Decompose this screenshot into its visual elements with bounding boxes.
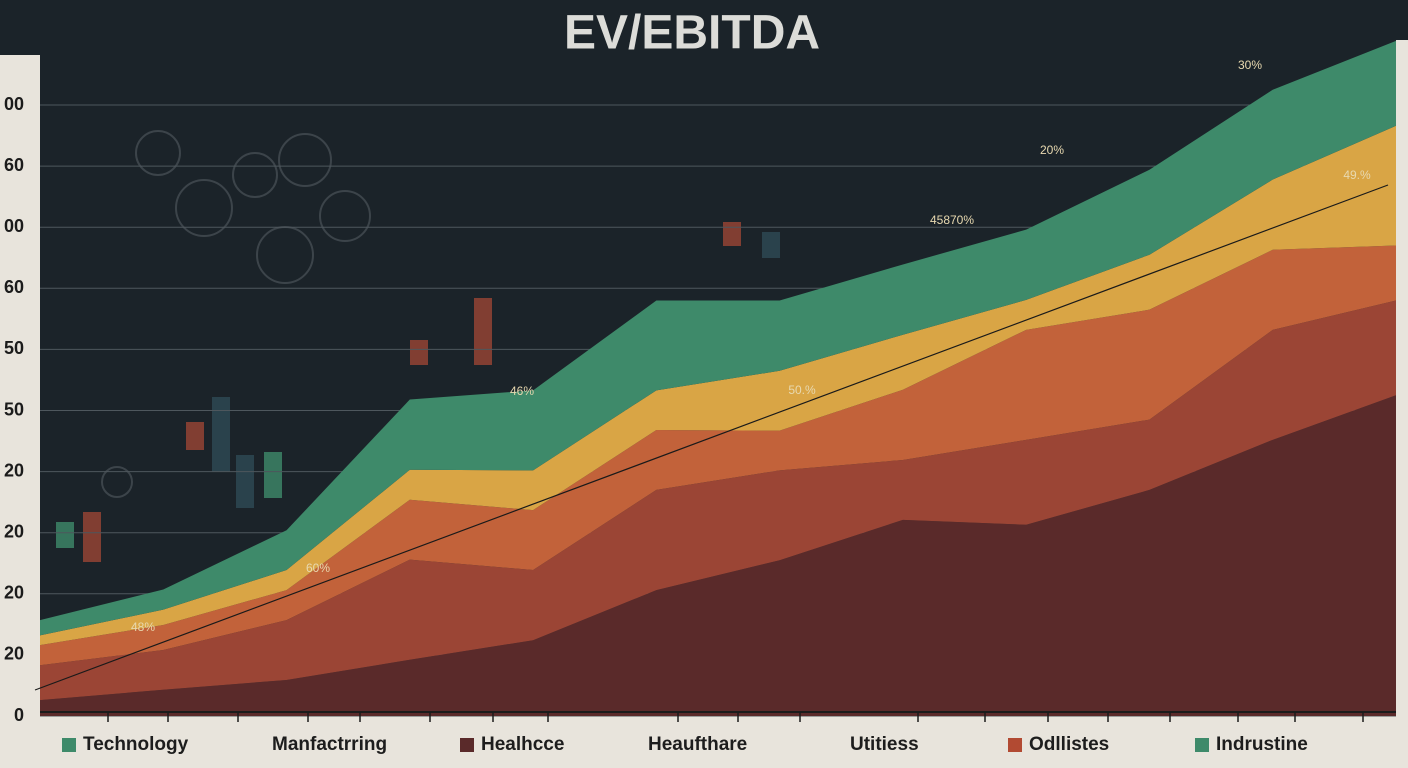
- legend-label: Heaufthare: [648, 734, 747, 755]
- y-tick-label: 20: [4, 583, 24, 603]
- right-margin: [1396, 40, 1408, 768]
- legend-swatch: [1195, 738, 1209, 752]
- legend-label: Manfactrring: [272, 734, 387, 755]
- y-tick-label: 00: [4, 216, 24, 236]
- y-tick-label: 20: [4, 644, 24, 664]
- bottom-margin: [0, 712, 1408, 768]
- legend-label: Indrustine: [1216, 734, 1308, 755]
- y-tick-label: 0: [14, 705, 24, 725]
- y-tick-label: 50: [4, 338, 24, 358]
- area: [40, 395, 1396, 716]
- area: [40, 125, 1396, 646]
- area: [40, 245, 1396, 666]
- area: [40, 40, 1396, 636]
- legend-label: Odllistes: [1029, 734, 1109, 755]
- legend-label: Technology: [83, 734, 189, 755]
- y-tick-label: 50: [4, 399, 24, 419]
- y-tick-label: 20: [4, 460, 24, 480]
- legend-swatch: [460, 738, 474, 752]
- y-tick-label: 00: [4, 94, 24, 114]
- y-tick-label: 60: [4, 277, 24, 297]
- legend-label: Healhcce: [481, 734, 564, 755]
- annotation: 20%: [1040, 143, 1064, 157]
- annotation: 30%: [1238, 58, 1262, 72]
- legend-swatch: [62, 738, 76, 752]
- area: [40, 300, 1396, 701]
- y-tick-label: 60: [4, 155, 24, 175]
- annotation: 46%: [510, 384, 534, 398]
- annotation: 50.%: [788, 383, 816, 397]
- trend-line: [34, 184, 1389, 691]
- annotation: 45870%: [930, 213, 974, 227]
- legend-swatch: [1008, 738, 1022, 752]
- chart-title: EV/EBITDA: [564, 7, 820, 60]
- legend-label: Utitiess: [850, 734, 919, 755]
- left-margin: [0, 55, 40, 768]
- annotation: 49.%: [1343, 168, 1371, 182]
- annotation: 48%: [131, 620, 155, 634]
- y-tick-label: 20: [4, 521, 24, 541]
- annotation: 60%: [306, 561, 330, 575]
